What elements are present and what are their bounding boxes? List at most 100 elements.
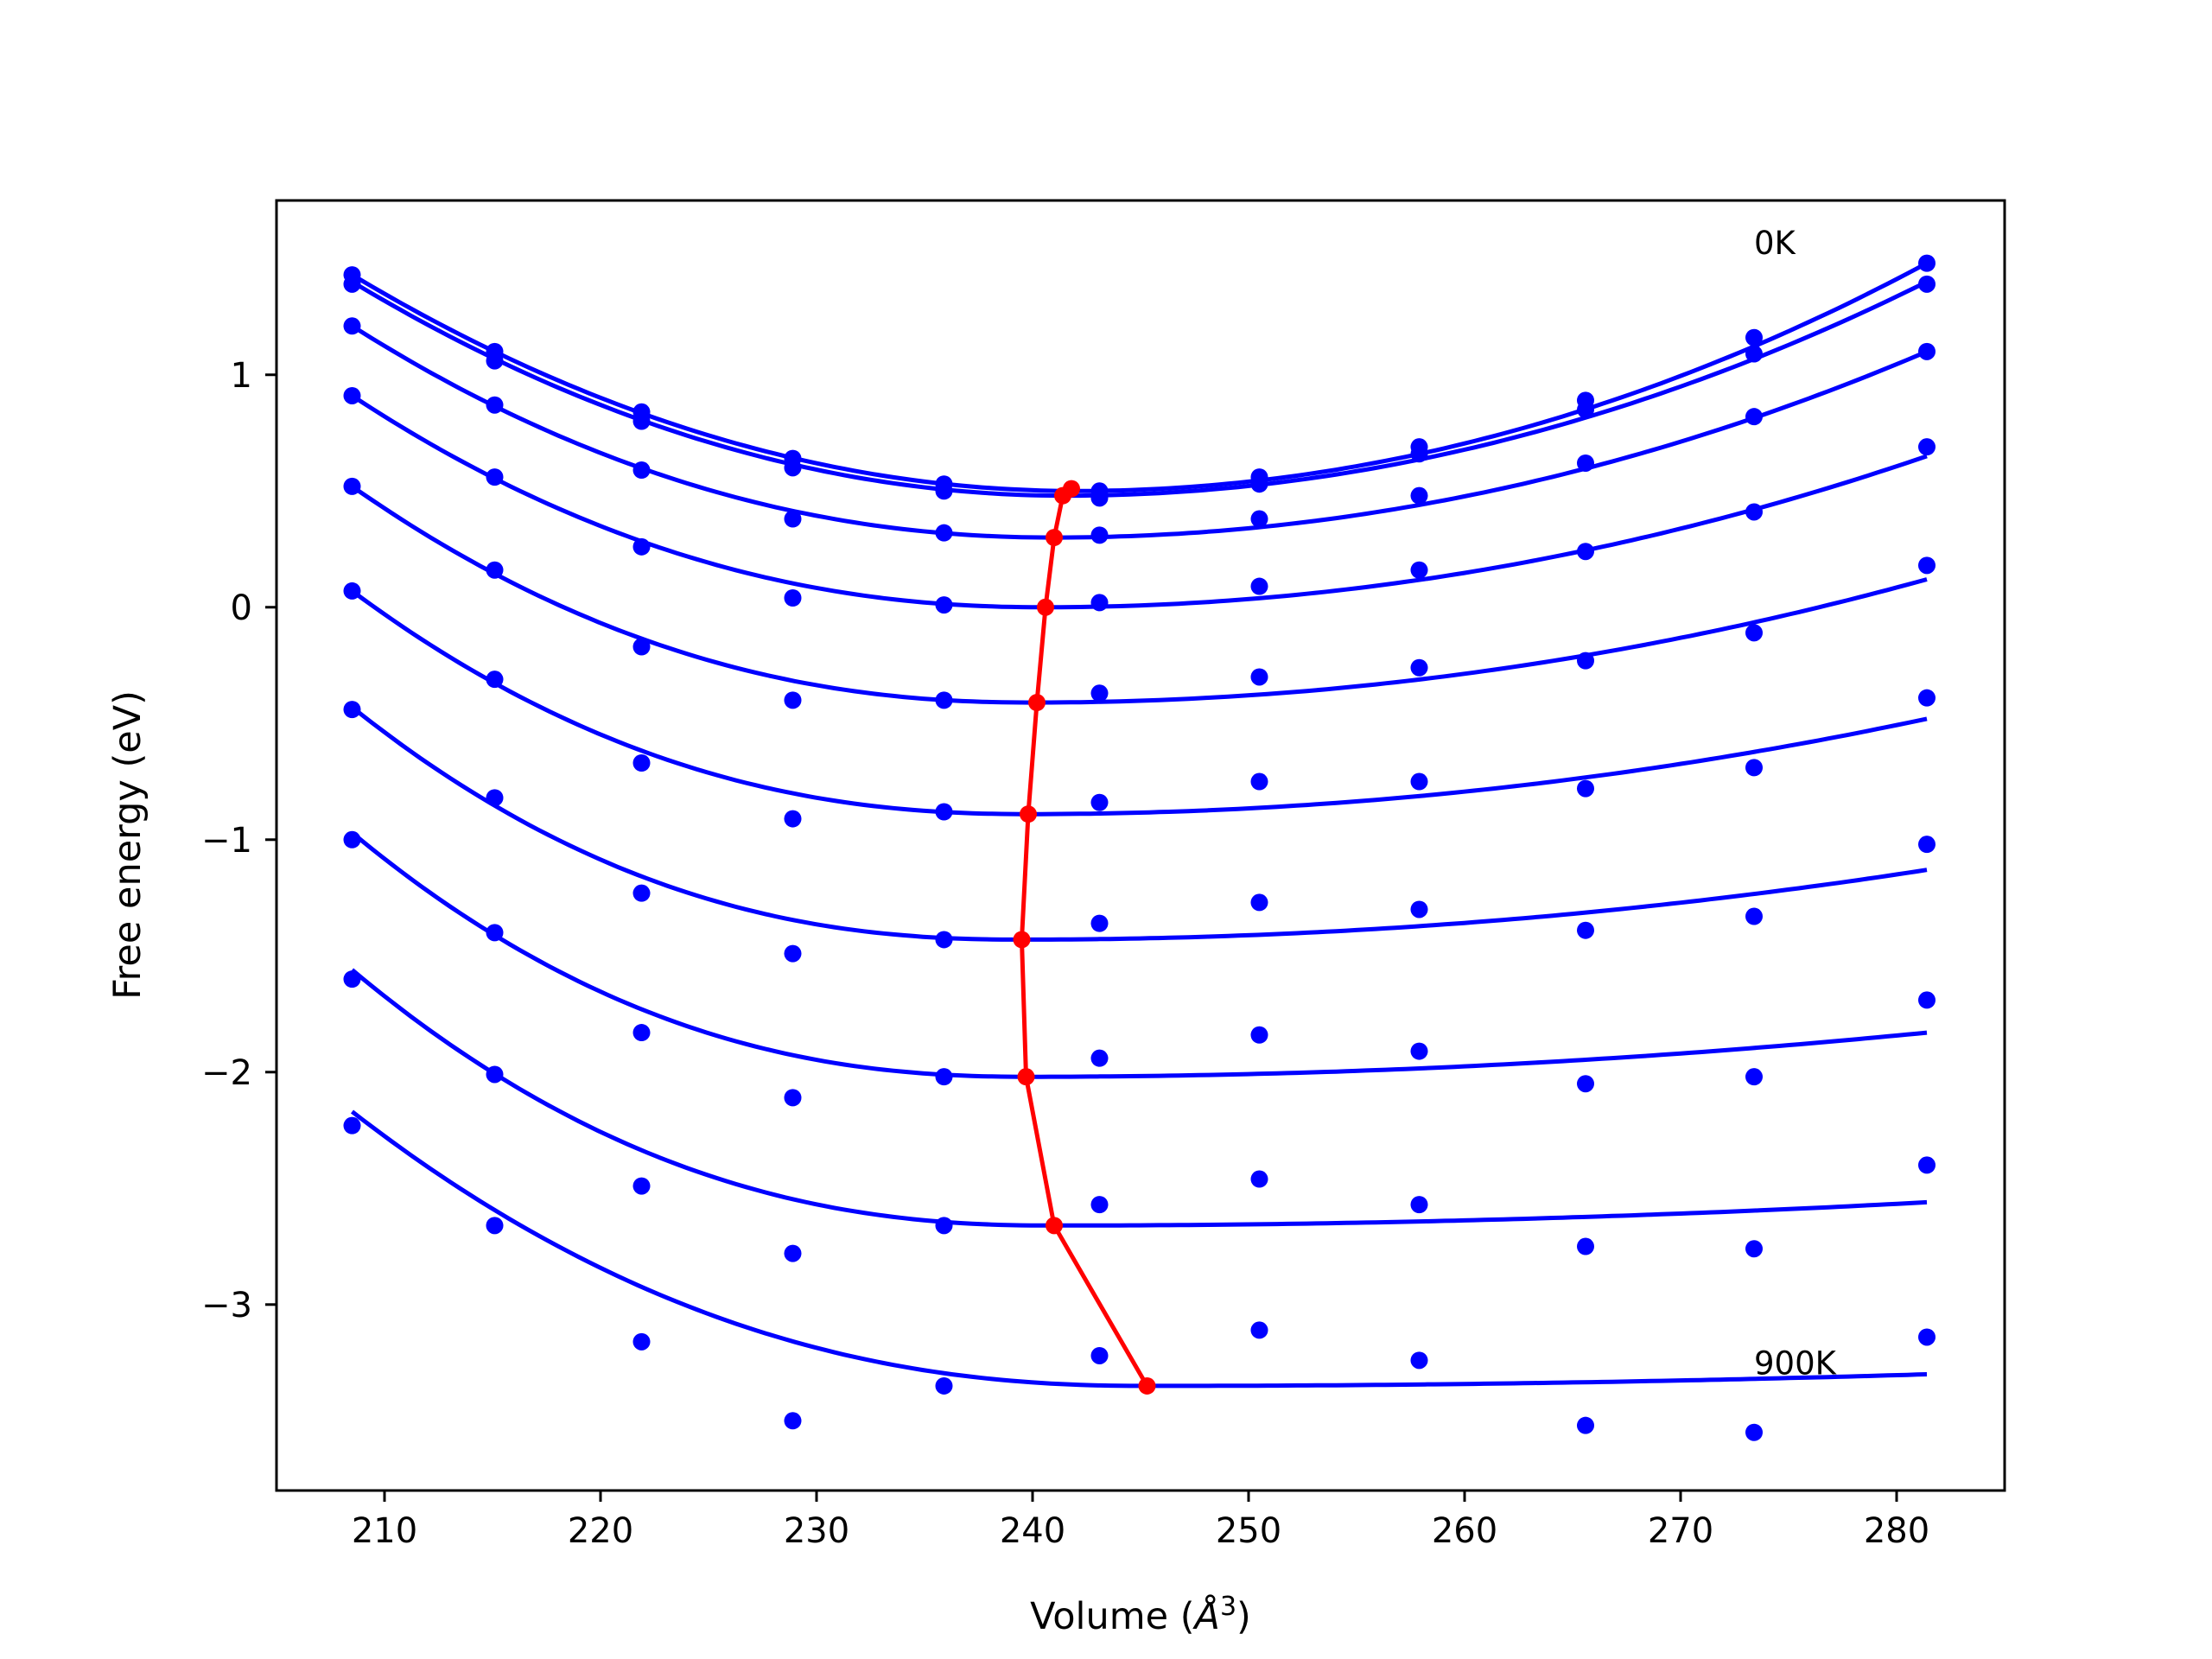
fit-curve-4: [351, 484, 1928, 705]
data-point: [1745, 1068, 1763, 1086]
data-point: [1577, 543, 1594, 561]
data-point: [1250, 475, 1268, 493]
x-tick-label: 260: [1432, 1511, 1497, 1551]
x-tick-label: 270: [1648, 1511, 1713, 1551]
minimum-point: [1028, 694, 1046, 712]
data-point: [632, 754, 651, 772]
data-point: [1918, 689, 1936, 707]
x-axis-label: Volume (Å3): [1030, 1592, 1251, 1638]
data-point: [343, 477, 361, 495]
x-tick-label: 230: [784, 1511, 849, 1551]
data-point: [1090, 594, 1109, 612]
data-point: [1577, 779, 1594, 798]
data-point: [1090, 914, 1109, 932]
y-tick-label: −1: [201, 821, 252, 861]
minimum-point: [1017, 1068, 1035, 1086]
data-point: [784, 691, 802, 709]
x-tick-label: 240: [1000, 1511, 1065, 1551]
minimum-point: [1020, 805, 1037, 823]
data-point: [1745, 503, 1763, 521]
data-point: [784, 510, 802, 528]
data-point: [1577, 401, 1594, 419]
fit-curve-8: [350, 968, 1928, 1228]
data-point: [1918, 991, 1936, 1009]
data-point: [784, 944, 802, 963]
data-point: [1410, 1351, 1428, 1370]
data-point: [1577, 921, 1594, 939]
y-tick-label: −3: [201, 1286, 252, 1325]
data-point: [935, 1068, 953, 1086]
data-point: [1918, 1156, 1936, 1174]
data-point: [486, 468, 504, 486]
data-point: [784, 459, 802, 477]
data-point: [632, 537, 651, 556]
data-point: [1918, 342, 1936, 360]
x-axis-label-exponent: 3: [1220, 1592, 1236, 1622]
data-point: [784, 810, 802, 828]
data-point: [1577, 1416, 1594, 1434]
data-point: [1918, 275, 1936, 293]
data-point: [486, 352, 504, 370]
data-point: [935, 596, 953, 614]
data-point: [486, 671, 504, 689]
axis-labels: Volume (Å3) Free energy (eV): [106, 690, 1251, 1638]
data-point: [486, 924, 504, 942]
x-tick-label: 280: [1864, 1511, 1929, 1551]
data-point: [1090, 489, 1109, 507]
minimum-point: [1054, 486, 1071, 505]
data-point: [632, 638, 651, 656]
minimum-point: [1013, 931, 1031, 949]
data-point: [1745, 907, 1763, 925]
data-point: [1745, 624, 1763, 642]
data-point: [343, 970, 361, 988]
x-tick-label: 250: [1216, 1511, 1281, 1551]
minimum-point: [1046, 529, 1063, 547]
minimum-point: [1037, 598, 1054, 616]
data-point: [343, 582, 361, 600]
data-point: [1410, 561, 1428, 579]
annotations: 0K 900K: [1754, 225, 1838, 1382]
data-point: [1918, 254, 1936, 272]
data-point: [486, 396, 504, 414]
minimum-point: [1138, 1376, 1156, 1395]
fit-curve-2: [351, 324, 1928, 540]
x-axis-label-close: ): [1236, 1595, 1251, 1638]
data-point: [1577, 454, 1594, 472]
minima-line: [1019, 486, 1149, 1388]
y-tick-label: 1: [231, 356, 252, 396]
data-point: [632, 884, 651, 902]
data-point: [632, 1177, 651, 1195]
data-point: [1250, 893, 1268, 912]
data-point: [1250, 668, 1268, 686]
data-point: [935, 524, 953, 542]
data-point: [1577, 1075, 1594, 1093]
data-point: [1577, 652, 1594, 670]
data-point: [1745, 328, 1763, 346]
data-point: [1090, 1049, 1109, 1067]
data-point: [1090, 526, 1109, 544]
data-point: [1250, 1321, 1268, 1339]
fit-curve-3: [351, 393, 1928, 610]
data-point: [1090, 1196, 1109, 1214]
axes-frame: [275, 199, 2006, 1492]
data-point: [784, 589, 802, 607]
axis-ticks: 210 220 230 240 250 260 270 280 1 0 −1 −2 −3: [201, 356, 1929, 1551]
fit-curve-0: [351, 261, 1929, 493]
data-point: [1410, 445, 1428, 463]
data-point: [343, 830, 361, 849]
data-point: [486, 561, 504, 579]
data-point: [486, 1217, 504, 1235]
data-point: [935, 691, 953, 709]
data-point: [343, 701, 361, 719]
data-point: [784, 1244, 802, 1262]
data-point: [935, 803, 953, 821]
fit-curve-7: [350, 830, 1928, 1079]
data-point: [1410, 1196, 1428, 1214]
data-point: [1918, 556, 1936, 575]
data-point: [1250, 577, 1268, 595]
data-point: [1410, 658, 1428, 677]
data-point: [1410, 900, 1428, 918]
annotation-label: 0K: [1754, 225, 1797, 262]
